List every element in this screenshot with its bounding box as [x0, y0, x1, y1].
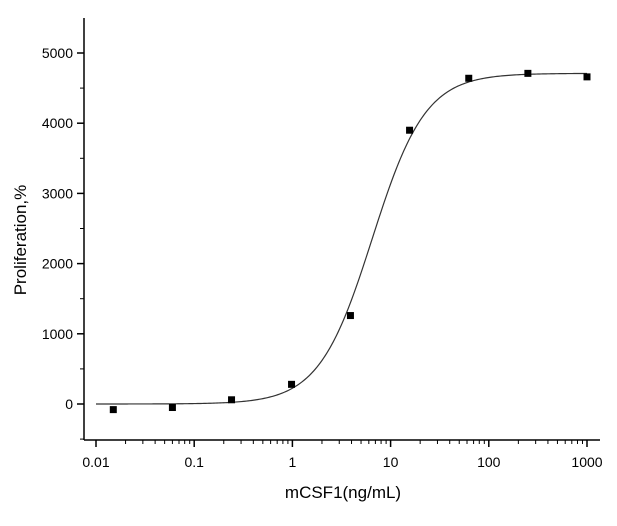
x-tick-label: 1 [289, 454, 297, 470]
x-tick-label: 0.01 [82, 454, 109, 470]
axes [83, 18, 600, 441]
y-tick-label: 3000 [42, 185, 73, 201]
y-tick-label: 5000 [42, 45, 73, 61]
x-tick-label: 0.1 [184, 454, 204, 470]
fit-curve [96, 72, 588, 405]
y-tick-label: 0 [65, 396, 73, 412]
x-tick-label: 100 [477, 454, 501, 470]
data-point [168, 404, 176, 412]
fit-curve-group [96, 72, 588, 405]
y-tick-label: 4000 [42, 115, 73, 131]
y-axis-title: Proliferation,% [11, 185, 30, 296]
data-point [346, 312, 354, 320]
data-point [109, 406, 117, 414]
data-point [406, 126, 414, 134]
data-point [288, 380, 296, 388]
data-point [465, 74, 473, 82]
data-points [109, 69, 591, 414]
y-tick-label: 1000 [42, 326, 73, 342]
data-point [524, 69, 532, 77]
x-axis-title: mCSF1(ng/mL) [285, 483, 401, 502]
x-tick-label: 1000 [571, 454, 602, 470]
data-point [583, 73, 591, 81]
x-tick-label: 10 [383, 454, 399, 470]
data-point [228, 396, 236, 404]
x-axis-ticks: 0.01 0.1 1 10 100 1000 [82, 440, 603, 470]
y-tick-label: 2000 [42, 256, 73, 272]
y-axis-ticks: 0 1000 2000 3000 4000 5000 [42, 45, 84, 440]
